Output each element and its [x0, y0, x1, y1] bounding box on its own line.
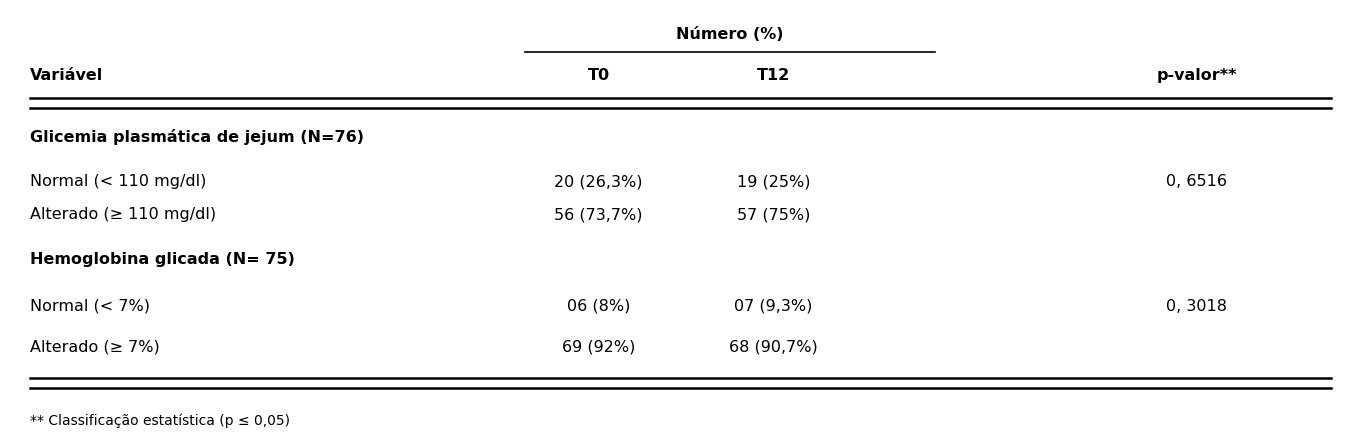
Text: 68 (90,7%): 68 (90,7%) [729, 339, 818, 354]
Text: Alterado (≥ 110 mg/dl): Alterado (≥ 110 mg/dl) [30, 208, 215, 222]
Text: p-valor**: p-valor** [1157, 68, 1238, 83]
Text: 57 (75%): 57 (75%) [737, 208, 809, 222]
Text: Glicemia plasmática de jejum (N=76): Glicemia plasmática de jejum (N=76) [30, 129, 364, 145]
Text: ** Classificação estatística (p ≤ 0,05): ** Classificação estatística (p ≤ 0,05) [30, 413, 289, 428]
Text: 69 (92%): 69 (92%) [563, 339, 635, 354]
Text: 0, 3018: 0, 3018 [1166, 299, 1228, 313]
Text: T0: T0 [587, 68, 609, 83]
Text: 19 (25%): 19 (25%) [737, 174, 809, 189]
Text: 20 (26,3%): 20 (26,3%) [554, 174, 643, 189]
Text: Alterado (≥ 7%): Alterado (≥ 7%) [30, 339, 159, 354]
Text: 56 (73,7%): 56 (73,7%) [554, 208, 643, 222]
Text: 07 (9,3%): 07 (9,3%) [734, 299, 812, 313]
Text: Normal (< 7%): Normal (< 7%) [30, 299, 150, 313]
Text: Hemoglobina glicada (N= 75): Hemoglobina glicada (N= 75) [30, 252, 295, 267]
Text: Variável: Variável [30, 68, 103, 83]
Text: Número (%): Número (%) [676, 27, 783, 42]
Text: 0, 6516: 0, 6516 [1166, 174, 1228, 189]
Text: T12: T12 [757, 68, 790, 83]
Text: Normal (< 110 mg/dl): Normal (< 110 mg/dl) [30, 174, 206, 189]
Text: 06 (8%): 06 (8%) [567, 299, 630, 313]
